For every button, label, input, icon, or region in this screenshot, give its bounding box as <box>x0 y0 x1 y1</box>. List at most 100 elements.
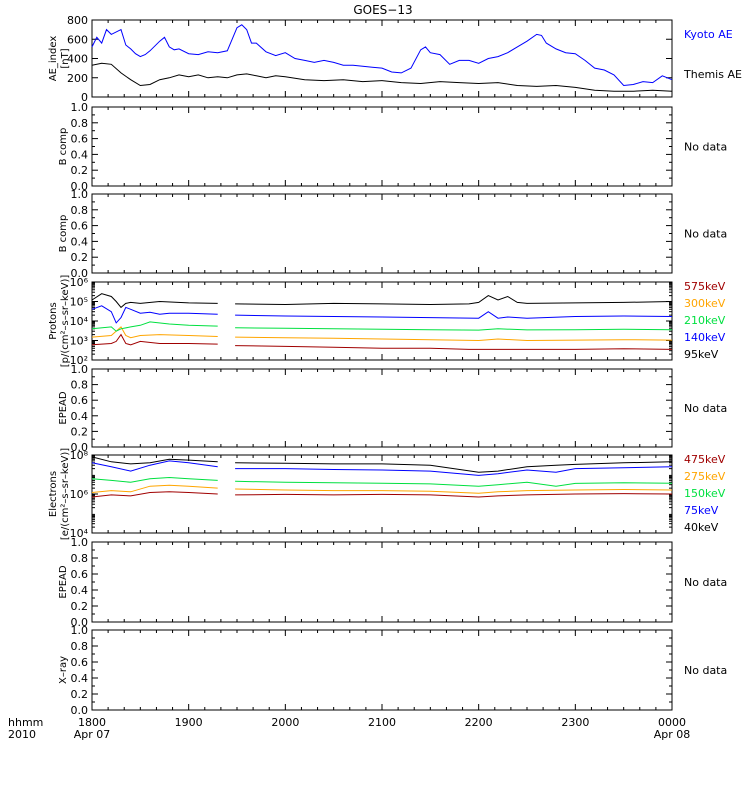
y-tick-label: 0.2 <box>71 688 89 701</box>
series-line-40kev <box>235 461 673 473</box>
series-line-275kev <box>235 488 673 494</box>
y-tick-label: 1.0 <box>71 363 89 376</box>
legend-140kev: 140keV <box>684 331 726 344</box>
series-line-300kev <box>91 326 218 339</box>
y-tick-label: 0.0 <box>71 180 89 193</box>
y-tick-label: 1.0 <box>71 624 89 637</box>
no-data-note: No data <box>684 141 727 154</box>
panel-b1: 0.0 0.2 0.4 0.6 0.8 1.0 B comp No data <box>58 101 727 193</box>
series-line-themis-ae <box>91 62 673 92</box>
y-tick-label: 0.0 <box>71 616 89 629</box>
no-data-note: No data <box>684 402 727 415</box>
y-tick-label: 10³ <box>70 335 88 348</box>
series-line-575kev <box>91 333 218 346</box>
y-tick-label: 400 <box>67 53 88 66</box>
panel-frame <box>91 629 673 711</box>
x-tick-label: 2300 <box>561 716 589 729</box>
no-data-note: No data <box>684 664 727 677</box>
panel-frame <box>91 106 673 187</box>
x-axis-date-end: Apr 08 <box>654 728 691 741</box>
y-tick-label: 0.4 <box>71 235 89 248</box>
y-tick-label: 0.2 <box>71 251 89 264</box>
y-tick-label: 1.0 <box>71 101 89 114</box>
y-tick-label: 0.4 <box>71 410 89 423</box>
series-line-140kev <box>91 305 218 324</box>
y-tick-label: 200 <box>67 72 88 85</box>
x-axis-year-label: 2010 <box>8 728 36 741</box>
y-axis-label: Protons <box>48 302 59 339</box>
panel-epead2: 0.0 0.2 0.4 0.6 0.8 1.0 EPEAD No data <box>58 536 727 629</box>
y-tick-label: 0.0 <box>71 704 89 717</box>
y-tick-label: 10⁸ <box>70 449 89 462</box>
series-line-kyoto-ae <box>91 24 673 87</box>
legend-475kev: 475keV <box>684 453 726 466</box>
panel-frame <box>91 368 673 448</box>
series-line-300kev <box>235 336 673 342</box>
panel-stack: 0 200 400 600 800 AE_index [nT] Kyoto AE Themis … <box>48 14 742 717</box>
time-axis: hhmm 2010 Apr 07 Apr 08 1800 1900 2000 2100… <box>8 716 690 741</box>
x-tick-label: 2100 <box>368 716 396 729</box>
x-tick-label: 1800 <box>78 716 106 729</box>
y-tick-label: 1.0 <box>71 188 89 201</box>
y-tick-label: 0.8 <box>71 640 89 653</box>
no-data-note: No data <box>684 228 727 241</box>
y-tick-label: 0.6 <box>71 220 89 233</box>
x-tick-label: 2200 <box>465 716 493 729</box>
panel-xray: 0.0 0.2 0.4 0.6 0.8 1.0 X–ray No data <box>58 624 727 717</box>
y-tick-label: 0 <box>81 91 88 104</box>
series-line-275kev <box>91 484 218 493</box>
series-line-95kev <box>91 293 218 309</box>
y-axis-label: B comp <box>58 128 69 166</box>
y-tick-label: 10⁴ <box>70 315 89 328</box>
y-axis-label: EPEAD <box>58 565 69 599</box>
y-tick-label: 10⁴ <box>70 527 89 540</box>
series-line-210kev <box>235 327 673 331</box>
y-tick-label: 0.0 <box>71 267 89 280</box>
x-tick-label: 0000 <box>658 716 686 729</box>
y-tick-label: 0.0 <box>71 441 89 454</box>
legend-150kev: 150keV <box>684 487 726 500</box>
x-axis-hhmm-label: hhmm <box>8 716 43 729</box>
y-tick-label: 0.6 <box>71 656 89 669</box>
series-line-150kev <box>91 476 218 483</box>
y-tick-label: 0.4 <box>71 672 89 685</box>
y-tick-label: 10⁵ <box>70 296 88 309</box>
chart-title: GOES−13 <box>353 3 412 17</box>
series-line-40kev <box>91 456 218 465</box>
series-line-95kev <box>235 295 673 306</box>
y-tick-label: 0.8 <box>71 379 89 392</box>
panel-frame <box>91 541 673 623</box>
legend-300kev: 300keV <box>684 297 726 310</box>
legend-275kev: 275keV <box>684 470 726 483</box>
y-tick-label: 10⁶ <box>70 488 89 501</box>
series-line-75kev <box>235 466 673 476</box>
y-axis-label: [nT] <box>60 48 71 68</box>
y-axis-label: Electrons <box>48 471 59 517</box>
y-axis-label: [e/(cm²–s–sr–keV)] <box>60 448 71 540</box>
y-tick-label: 0.2 <box>71 600 89 613</box>
y-tick-label: 600 <box>67 33 88 46</box>
y-tick-label: 0.2 <box>71 164 89 177</box>
series-line-75kev <box>91 460 218 472</box>
panel-b2: 0.0 0.2 0.4 0.6 0.8 1.0 B comp No data <box>58 188 727 280</box>
y-tick-label: 800 <box>67 14 88 27</box>
y-tick-label: 0.8 <box>71 204 89 217</box>
y-tick-label: 10⁶ <box>70 276 89 289</box>
y-tick-label: 10² <box>70 354 88 367</box>
panel-protons: 10² 10³ 10⁴ 10⁵ 10⁶ Protons [p/(cm²–s–sr–keV)]… <box>48 275 726 368</box>
y-tick-label: 0.6 <box>71 133 89 146</box>
legend-40kev: 40keV <box>684 521 719 534</box>
series-line-140kev <box>235 311 673 319</box>
series-line-210kev <box>91 321 218 332</box>
legend-210kev: 210keV <box>684 314 726 327</box>
y-tick-label: 0.4 <box>71 148 89 161</box>
no-data-note: No data <box>684 576 727 589</box>
panel-epead1: 0.0 0.2 0.4 0.6 0.8 1.0 EPEAD No data <box>58 363 727 454</box>
legend-75kev: 75keV <box>684 504 719 517</box>
series-line-575kev <box>235 345 673 350</box>
panel-frame <box>91 19 673 98</box>
legend-kyoto-ae: Kyoto AE <box>684 28 733 41</box>
y-tick-label: 0.8 <box>71 117 89 130</box>
series-line-475kev <box>91 491 218 498</box>
